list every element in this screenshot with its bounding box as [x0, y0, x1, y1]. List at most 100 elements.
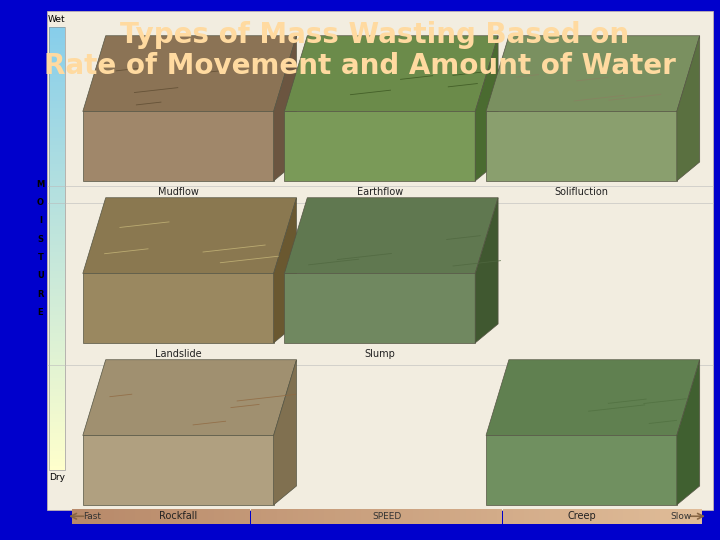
- Bar: [49, 392, 65, 396]
- Bar: [49, 256, 65, 260]
- Bar: [83, 509, 88, 524]
- Bar: [104, 509, 109, 524]
- Bar: [49, 27, 65, 31]
- Bar: [49, 448, 65, 451]
- Bar: [49, 208, 65, 212]
- Bar: [49, 363, 65, 367]
- Bar: [356, 509, 361, 524]
- Bar: [49, 377, 65, 381]
- Bar: [49, 108, 65, 112]
- Polygon shape: [677, 36, 700, 181]
- Bar: [49, 329, 65, 333]
- Bar: [49, 42, 65, 45]
- Bar: [49, 337, 65, 341]
- Bar: [182, 509, 187, 524]
- Bar: [49, 263, 65, 267]
- Polygon shape: [83, 111, 274, 181]
- Bar: [120, 509, 125, 524]
- Bar: [340, 509, 345, 524]
- Bar: [49, 345, 65, 348]
- Bar: [114, 509, 120, 524]
- Bar: [681, 509, 686, 524]
- Polygon shape: [284, 198, 498, 273]
- Bar: [49, 27, 65, 470]
- Bar: [49, 212, 65, 215]
- Polygon shape: [83, 198, 297, 273]
- Bar: [49, 429, 65, 433]
- Bar: [246, 509, 251, 524]
- Bar: [135, 509, 140, 524]
- Bar: [587, 509, 592, 524]
- Bar: [613, 509, 618, 524]
- Bar: [49, 374, 65, 377]
- Bar: [49, 31, 65, 35]
- Bar: [49, 282, 65, 285]
- Text: M: M: [36, 180, 45, 188]
- Bar: [49, 93, 65, 97]
- Bar: [72, 509, 77, 524]
- Bar: [49, 296, 65, 300]
- Bar: [461, 509, 466, 524]
- Bar: [88, 509, 93, 524]
- Bar: [161, 509, 166, 524]
- Bar: [49, 97, 65, 101]
- Bar: [49, 116, 65, 119]
- Text: Mudflow: Mudflow: [158, 187, 199, 198]
- Bar: [49, 234, 65, 238]
- Bar: [49, 45, 65, 49]
- Polygon shape: [274, 36, 297, 181]
- Bar: [49, 90, 65, 93]
- Bar: [49, 289, 65, 293]
- Bar: [49, 182, 65, 186]
- Bar: [49, 245, 65, 248]
- Bar: [49, 38, 65, 42]
- Text: Rate of Movement and Amount of Water: Rate of Movement and Amount of Water: [44, 52, 676, 80]
- Bar: [308, 509, 313, 524]
- Bar: [560, 509, 565, 524]
- Polygon shape: [274, 198, 297, 343]
- Bar: [665, 509, 670, 524]
- Text: Wet: Wet: [48, 15, 66, 24]
- Polygon shape: [486, 36, 700, 111]
- Text: E: E: [37, 308, 43, 317]
- Text: S: S: [37, 235, 43, 244]
- Bar: [49, 68, 65, 71]
- Bar: [313, 509, 319, 524]
- Bar: [49, 293, 65, 296]
- Bar: [350, 509, 356, 524]
- Bar: [49, 278, 65, 282]
- Bar: [49, 248, 65, 252]
- Bar: [523, 509, 528, 524]
- Bar: [49, 403, 65, 407]
- Bar: [125, 509, 130, 524]
- Bar: [429, 509, 434, 524]
- Bar: [49, 274, 65, 278]
- Bar: [513, 509, 518, 524]
- Bar: [240, 509, 246, 524]
- Bar: [49, 352, 65, 355]
- Bar: [49, 145, 65, 149]
- Bar: [49, 141, 65, 145]
- Bar: [418, 509, 424, 524]
- Bar: [49, 119, 65, 123]
- Bar: [697, 509, 702, 524]
- Bar: [49, 152, 65, 156]
- Bar: [214, 509, 219, 524]
- Bar: [361, 509, 366, 524]
- Bar: [660, 509, 665, 524]
- Bar: [487, 509, 492, 524]
- Text: Fast: Fast: [83, 512, 101, 521]
- Bar: [49, 49, 65, 53]
- Bar: [634, 509, 639, 524]
- Bar: [450, 509, 455, 524]
- Bar: [49, 186, 65, 190]
- Bar: [602, 509, 608, 524]
- Text: Landslide: Landslide: [155, 349, 202, 360]
- Bar: [49, 400, 65, 403]
- Bar: [49, 156, 65, 160]
- Bar: [565, 509, 571, 524]
- Bar: [49, 160, 65, 164]
- Text: R: R: [37, 290, 44, 299]
- Bar: [49, 123, 65, 126]
- Bar: [49, 64, 65, 68]
